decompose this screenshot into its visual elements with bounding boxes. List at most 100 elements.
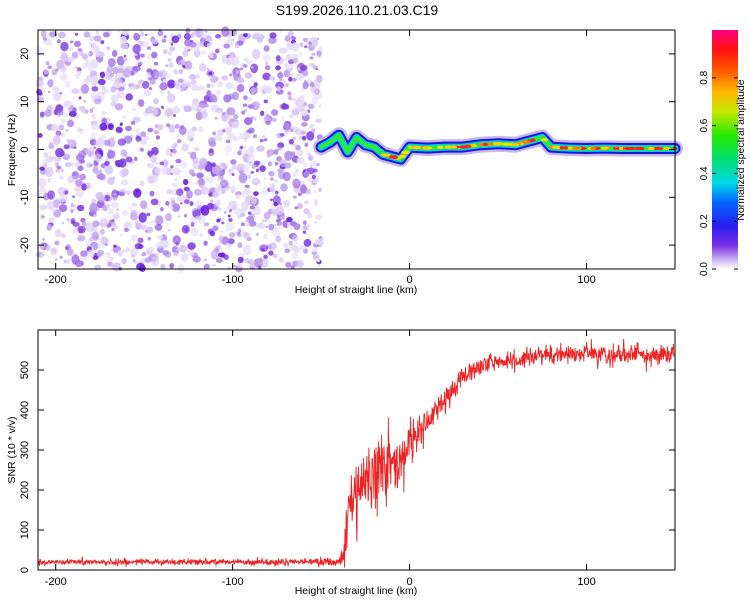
noise-blob	[287, 95, 292, 101]
noise-blob	[162, 49, 168, 55]
noise-blob	[167, 93, 176, 103]
noise-blob	[100, 40, 105, 45]
noise-blob	[195, 111, 203, 121]
noise-blob	[77, 235, 86, 242]
noise-blob	[121, 258, 127, 265]
noise-blob	[240, 213, 246, 217]
noise-blob	[170, 42, 174, 46]
noise-blob	[64, 187, 68, 191]
noise-blob	[109, 72, 115, 78]
x-tick-label: 0	[407, 274, 413, 286]
noise-blob	[122, 68, 131, 78]
noise-blob	[159, 239, 166, 245]
noise-blob	[161, 159, 169, 168]
noise-blob	[133, 188, 142, 198]
noise-blob	[151, 39, 159, 45]
noise-blob	[277, 72, 284, 79]
noise-blob	[168, 124, 176, 133]
noise-blob	[188, 74, 197, 80]
noise-blob	[263, 45, 270, 52]
noise-blob	[52, 86, 59, 92]
noise-blob	[114, 103, 124, 111]
noise-blob	[291, 42, 300, 52]
noise-blob	[242, 144, 247, 149]
noise-blob	[183, 148, 186, 152]
noise-blob	[55, 130, 62, 136]
noise-blob	[50, 248, 57, 256]
snr-y-label: SNR (10 * v/v)	[6, 416, 18, 483]
noise-blob	[303, 238, 312, 247]
noise-blob	[250, 63, 259, 74]
noise-blob	[304, 142, 309, 148]
noise-blob	[292, 170, 298, 177]
noise-blob	[315, 214, 323, 221]
noise-blob	[38, 177, 47, 189]
noise-blob	[277, 146, 282, 151]
noise-blob	[97, 242, 106, 249]
noise-blob	[314, 199, 318, 203]
noise-blob	[134, 260, 139, 265]
noise-blob	[183, 199, 190, 204]
noise-blob	[64, 128, 69, 132]
noise-blob	[66, 218, 70, 222]
noise-blob	[250, 171, 255, 174]
noise-blob	[316, 258, 321, 263]
noise-blob	[302, 81, 309, 90]
noise-blob	[150, 154, 158, 164]
noise-blob	[149, 78, 156, 85]
noise-blob	[296, 149, 304, 157]
trace-peak	[640, 146, 645, 151]
noise-blob	[72, 228, 79, 235]
noise-blob	[189, 137, 194, 142]
trace-peak	[444, 145, 454, 149]
noise-blob	[43, 69, 49, 75]
noise-blob	[203, 258, 207, 262]
noise-blob	[185, 144, 190, 148]
noise-blob	[294, 128, 303, 136]
noise-blob	[315, 68, 318, 71]
noise-blob	[154, 217, 157, 221]
noise-blob	[292, 246, 301, 253]
noise-blob	[107, 123, 114, 131]
noise-blob	[217, 81, 223, 88]
noise-blob	[174, 123, 180, 129]
noise-blob	[46, 155, 54, 163]
noise-blob	[116, 126, 122, 133]
noise-blob	[189, 227, 199, 237]
noise-blob	[106, 46, 111, 50]
noise-blob	[217, 129, 224, 137]
noise-blob	[165, 212, 172, 222]
noise-blob	[154, 124, 159, 129]
noise-blob	[189, 41, 197, 48]
noise-blob	[198, 126, 204, 133]
noise-blob	[180, 88, 184, 92]
colorbar: 0.0 0.2 0.4 0.6 0.8 Normalized spectral ampl…	[699, 30, 747, 276]
noise-blob	[172, 105, 180, 114]
noise-blob	[243, 95, 248, 101]
noise-blob	[58, 203, 61, 206]
noise-blob	[144, 257, 152, 263]
noise-blob	[106, 65, 114, 73]
noise-blob	[167, 79, 176, 89]
noise-blob	[253, 82, 258, 87]
noise-blob	[175, 248, 180, 252]
noise-blob	[239, 133, 245, 140]
noise-blob	[170, 206, 174, 210]
noise-blob	[225, 221, 235, 231]
noise-blob	[120, 36, 127, 45]
noise-blob	[289, 68, 294, 71]
noise-blob	[66, 119, 75, 128]
noise-blob	[230, 159, 237, 165]
noise-blob	[136, 58, 142, 66]
noise-blob	[171, 182, 178, 188]
noise-blob	[173, 142, 179, 148]
noise-blob	[85, 238, 93, 248]
noise-blob	[199, 63, 207, 72]
spectrogram-x-label: Height of straight line (km)	[295, 284, 418, 296]
noise-blob	[54, 258, 58, 261]
noise-blob	[67, 101, 73, 106]
noise-blob	[227, 168, 234, 175]
noise-blob	[274, 161, 279, 166]
noise-blob	[266, 149, 275, 156]
noise-blob	[97, 78, 106, 86]
